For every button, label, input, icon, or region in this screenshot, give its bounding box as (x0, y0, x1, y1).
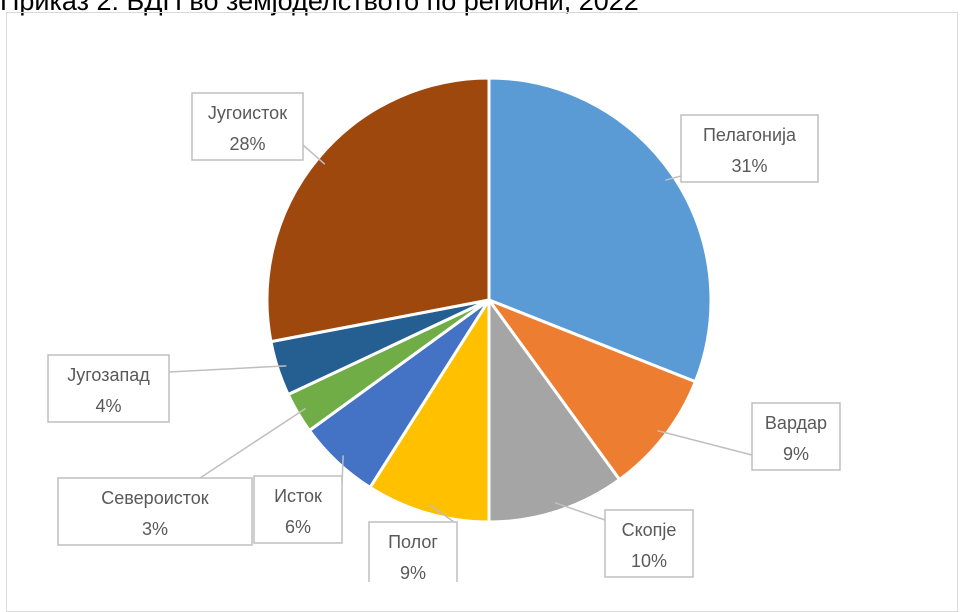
pie-slice-3 (487, 295, 622, 524)
leader-line-2 (657, 429, 753, 456)
data-label-percent: 6% (285, 517, 311, 537)
data-label-4: Полог 9% (368, 521, 458, 582)
data-label-box (57, 477, 253, 546)
data-label-percent: 9% (783, 444, 809, 464)
data-label-category: Скопје (622, 520, 677, 540)
leader-line-1 (665, 175, 682, 181)
data-label-category: Исток (274, 486, 322, 506)
data-labels: Пелагонија 31% Вардар 9% Скопје 10% Полог 9% Ист… (47, 92, 841, 582)
data-label-category: Југоисток (208, 103, 287, 123)
data-label-box (680, 114, 819, 183)
leader-line-7 (168, 365, 287, 373)
data-label-7: Југозапад 4% (47, 354, 170, 423)
data-label-category: Вардар (765, 413, 827, 433)
data-label-category: Пелагонија (703, 125, 797, 145)
leader-line-3 (554, 501, 606, 521)
pie-chart: Пелагонија 31% Вардар 9% Скопје 10% Полог 9% Ист… (47, 76, 841, 582)
data-label-box (47, 354, 170, 423)
data-label-8: Југоисток 28% (191, 92, 304, 161)
pie-slice-2 (484, 296, 698, 482)
data-label-6: Североисток 3% (57, 477, 253, 546)
pie-slice-4 (367, 294, 491, 524)
data-label-percent: 31% (731, 156, 767, 176)
data-label-percent: 9% (400, 563, 426, 582)
data-label-3: Скопје 10% (604, 509, 694, 578)
data-label-category: Југозапад (67, 365, 150, 385)
data-label-box (368, 521, 458, 582)
data-label-category: Полог (388, 532, 438, 552)
data-label-percent: 28% (229, 134, 265, 154)
leader-lines (168, 144, 753, 523)
pie-slice-1 (487, 76, 713, 384)
data-label-percent: 3% (142, 519, 168, 539)
data-label-box (191, 92, 304, 161)
pie-slices (265, 76, 713, 524)
leader-line-4 (429, 504, 455, 523)
data-label-box (751, 402, 841, 471)
data-label-percent: 4% (95, 396, 121, 416)
data-label-category: Североисток (101, 488, 209, 508)
data-label-5: Исток 6% (253, 475, 343, 544)
leader-line-6 (199, 407, 306, 479)
leader-line-8 (302, 144, 326, 165)
data-label-2: Вардар 9% (751, 402, 841, 471)
data-label-percent: 10% (631, 551, 667, 571)
data-label-1: Пелагонија 31% (680, 114, 819, 183)
data-label-box (253, 475, 343, 544)
data-label-box (604, 509, 694, 578)
